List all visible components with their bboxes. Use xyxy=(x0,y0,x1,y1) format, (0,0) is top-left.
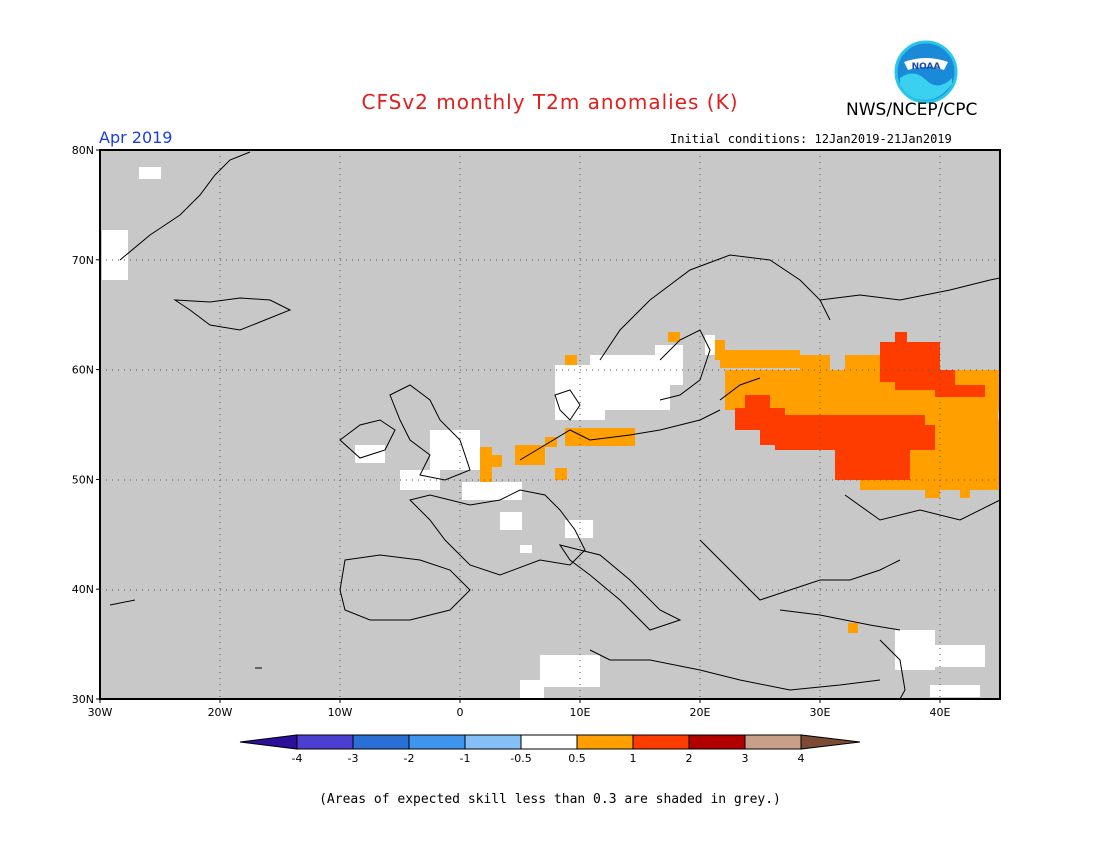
colorbar-tick-label: 4 xyxy=(798,752,805,765)
colorbar-tick-label: -4 xyxy=(292,752,303,765)
colorbar-low-arrow xyxy=(239,734,298,750)
lon-tick-label: 30W xyxy=(88,706,113,719)
map-title: CFSv2 monthly T2m anomalies (K) xyxy=(361,90,739,114)
lon-tick-label: 10E xyxy=(570,706,591,719)
lat-tick-label: 60N xyxy=(72,364,94,377)
colorbar-tick-label: 1 xyxy=(630,752,637,765)
initial-conditions: Initial conditions: 12Jan2019-21Jan2019 xyxy=(670,132,952,146)
latitude-axis: 30N 40N 50N 60N 70N 80N xyxy=(72,144,100,706)
map-area xyxy=(99,149,1001,700)
colorbar-swatch xyxy=(688,734,746,750)
lon-tick-label: 10W xyxy=(328,706,353,719)
colorbar-high-arrow xyxy=(800,734,861,750)
colorbar-swatch xyxy=(632,734,690,750)
lat-tick-label: 40N xyxy=(72,583,94,596)
lat-tick-label: 70N xyxy=(72,254,94,267)
map-frame xyxy=(99,149,1001,700)
lat-tick-label: 30N xyxy=(72,693,94,706)
lon-tick-label: 30E xyxy=(810,706,831,719)
colorbar-tick-label: -2 xyxy=(404,752,415,765)
colorbar-swatch xyxy=(464,734,522,750)
lon-tick-label: 20E xyxy=(690,706,711,719)
colorbar-swatch xyxy=(520,734,578,750)
logo-text: NOAA xyxy=(912,62,941,72)
strong-warm-anomaly-areas xyxy=(735,332,985,480)
colorbar-tick-label: -0.5 xyxy=(510,752,531,765)
colorbar-swatch xyxy=(296,734,354,750)
forecast-period: Apr 2019 xyxy=(99,128,173,147)
noaa-logo-icon: NOAA xyxy=(894,40,958,104)
colorbar-swatch xyxy=(352,734,410,750)
colorbar-swatch xyxy=(408,734,466,750)
agency-label: NWS/NCEP/CPC xyxy=(846,100,978,120)
colorbar-tick-label: 2 xyxy=(686,752,693,765)
map-gridlines xyxy=(100,150,1000,699)
colorbar-tick-label: 0.5 xyxy=(568,752,586,765)
skill-footnote: (Areas of expected skill less than 0.3 a… xyxy=(319,792,781,807)
lon-tick-label: 0 xyxy=(457,706,464,719)
colorbar-swatch xyxy=(744,734,802,750)
colorbar-swatch xyxy=(576,734,634,750)
longitude-axis: 30W 20W 10W 0 10E 20E 30E 40E xyxy=(88,699,951,719)
lon-tick-label: 40E xyxy=(930,706,951,719)
colorbar-tick-label: 3 xyxy=(742,752,749,765)
colorbar-tick-label: -3 xyxy=(348,752,359,765)
colorbar: -4 -3 -2 -1 -0.5 0.5 1 2 3 4 xyxy=(239,734,861,765)
lat-tick-label: 50N xyxy=(72,473,94,486)
lon-tick-label: 20W xyxy=(208,706,233,719)
colorbar-tick-label: -1 xyxy=(460,752,471,765)
lat-tick-label: 80N xyxy=(72,144,94,157)
coastlines xyxy=(109,151,1001,700)
